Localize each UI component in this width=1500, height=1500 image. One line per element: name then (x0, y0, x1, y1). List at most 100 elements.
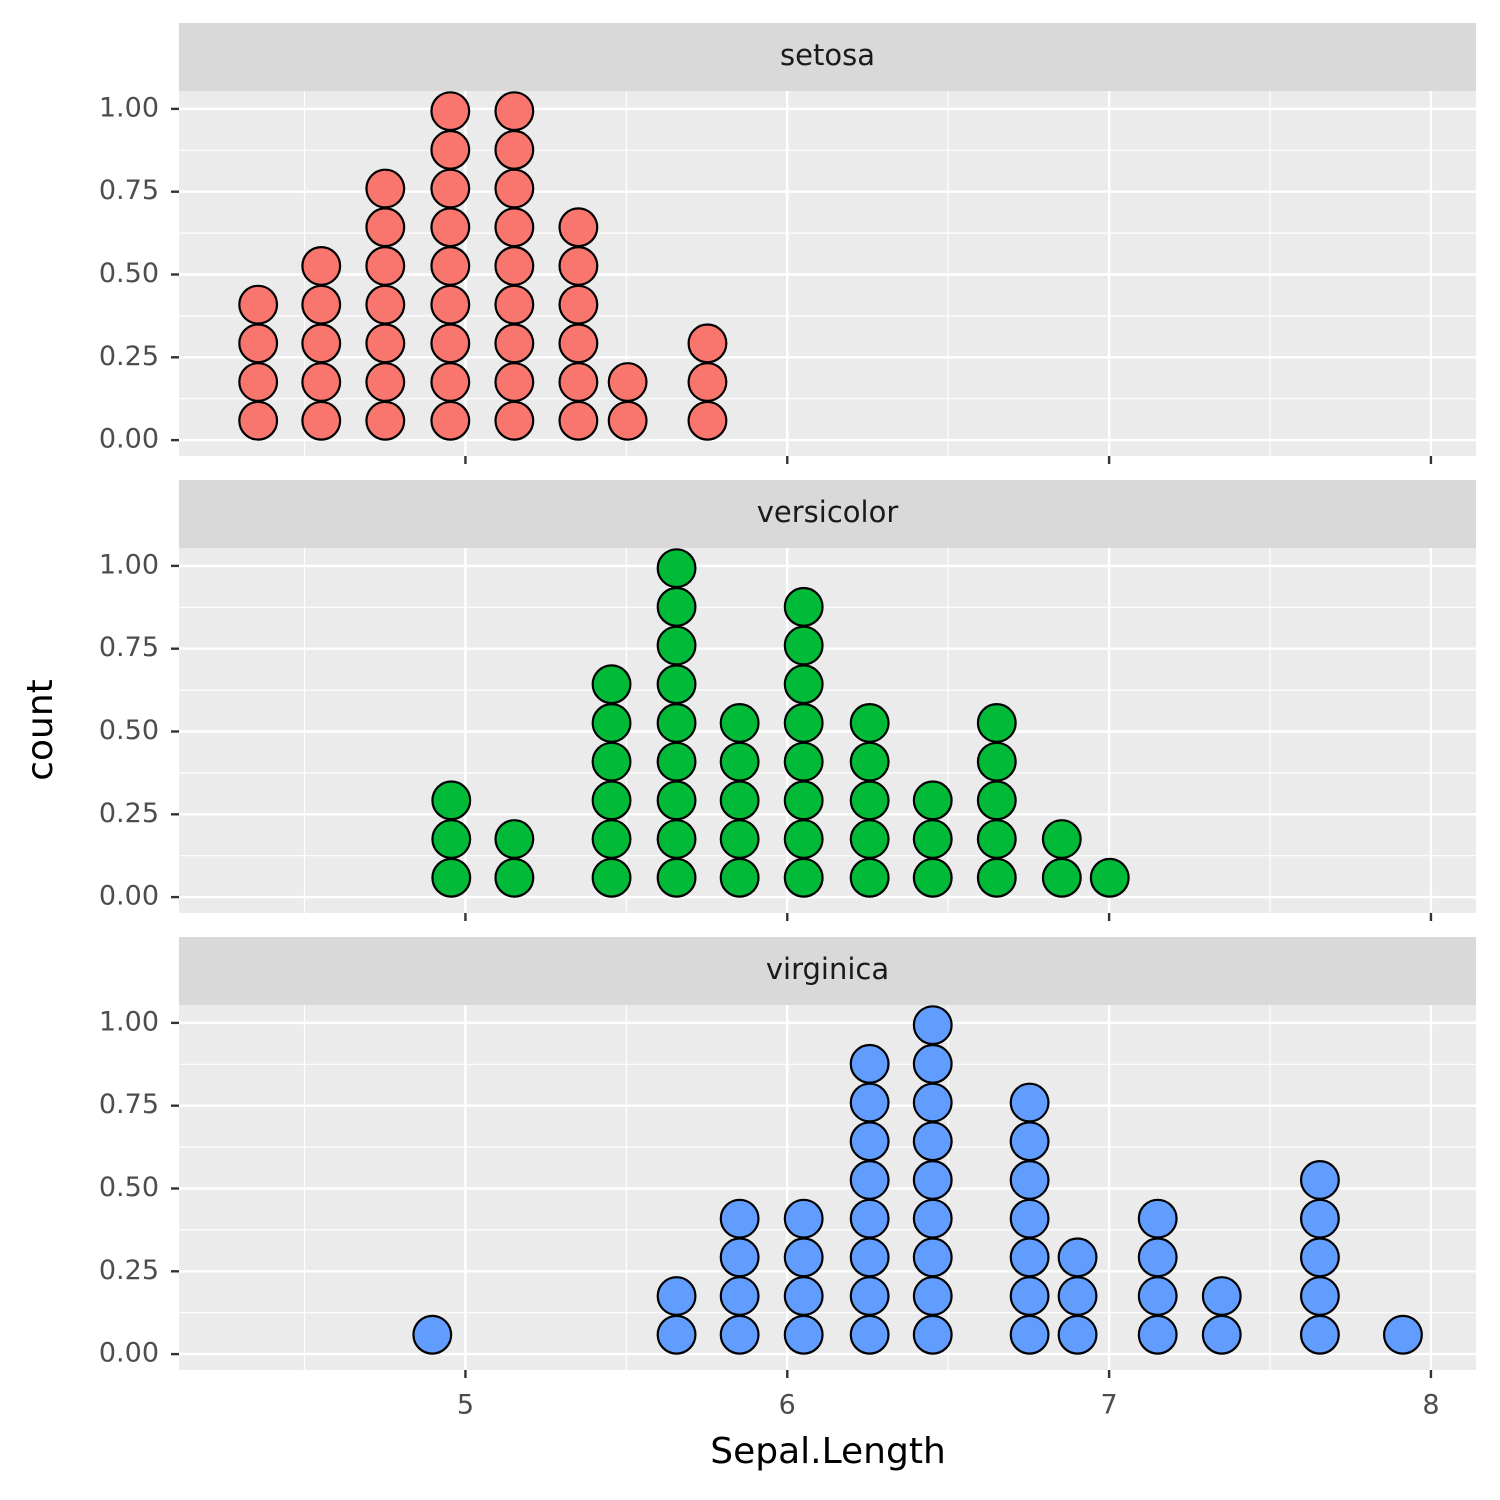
strip-label: setosa (780, 38, 875, 72)
dot (783, 857, 824, 898)
dot (912, 1121, 953, 1162)
dot (849, 1276, 890, 1317)
dot (687, 323, 728, 364)
dot (591, 703, 632, 743)
y-tick-label: 1.00 (99, 92, 159, 123)
dot (1009, 1276, 1050, 1317)
dot (1299, 1276, 1340, 1317)
dot (849, 819, 890, 860)
dot (783, 819, 824, 860)
y-tick-label: 0.25 (99, 341, 159, 372)
dot (431, 857, 472, 898)
x-tick-label: 5 (457, 1390, 474, 1421)
dot (912, 1314, 953, 1355)
dot (719, 1314, 760, 1355)
dot (365, 362, 406, 403)
dot (976, 703, 1017, 743)
dot (430, 246, 471, 286)
dot (912, 1005, 953, 1046)
strip-label: virginica (766, 952, 889, 986)
dot (719, 819, 760, 860)
dot (1137, 1198, 1178, 1239)
dot (656, 780, 697, 821)
dot (430, 168, 471, 209)
dot (656, 857, 697, 898)
dot (1137, 1314, 1178, 1355)
dot (494, 129, 535, 170)
y-tick-label: 0.00 (99, 1338, 159, 1369)
dot (1009, 1121, 1050, 1162)
dot (912, 1160, 953, 1200)
strip (179, 23, 1476, 91)
dot (783, 664, 824, 705)
dot (656, 586, 697, 627)
dot (591, 819, 632, 860)
dot (238, 362, 279, 403)
dot (494, 246, 535, 286)
dot (849, 857, 890, 898)
x-tick-label: 8 (1422, 1390, 1439, 1421)
dot (1137, 1237, 1178, 1278)
dot (976, 780, 1017, 821)
strip-label: versicolor (757, 495, 899, 529)
dot (1009, 1237, 1050, 1278)
dot (719, 741, 760, 782)
y-tick-label: 0.75 (99, 175, 159, 206)
dot (976, 819, 1017, 860)
x-tick-label: 6 (779, 1390, 796, 1421)
dot (365, 323, 406, 364)
dot (494, 819, 535, 860)
dot (238, 323, 279, 364)
dot (558, 284, 599, 325)
strip (179, 937, 1476, 1005)
dot (591, 741, 632, 782)
y-tick-label: 1.00 (99, 1006, 159, 1037)
y-tick-label: 0.25 (99, 1255, 159, 1286)
dot (494, 362, 535, 403)
dot (365, 246, 406, 286)
dot (558, 207, 599, 248)
dot (783, 1314, 824, 1355)
dot (849, 1121, 890, 1162)
dot (430, 207, 471, 248)
strip (179, 480, 1476, 548)
dot (1299, 1198, 1340, 1239)
dot (238, 400, 279, 441)
dot (430, 91, 471, 132)
dot (976, 857, 1017, 898)
dot (1299, 1237, 1340, 1278)
dot (301, 323, 342, 364)
dot (783, 780, 824, 821)
dot (301, 284, 342, 325)
dot (783, 1198, 824, 1239)
dot (1057, 1237, 1098, 1278)
dot (494, 91, 535, 132)
dot (301, 246, 342, 286)
dot (656, 664, 697, 705)
dot (1089, 857, 1130, 898)
dot (849, 1082, 890, 1123)
dot (719, 1237, 760, 1278)
y-tick-label: 0.75 (99, 632, 159, 663)
dot (494, 857, 535, 898)
dot (783, 625, 824, 666)
y-tick-label: 0.00 (99, 424, 159, 455)
dot (912, 1198, 953, 1239)
dot (719, 780, 760, 821)
dot (719, 703, 760, 743)
dot (430, 400, 471, 441)
dot (849, 1043, 890, 1084)
dot (494, 400, 535, 441)
dot (1009, 1160, 1050, 1200)
dot (494, 168, 535, 209)
dot (365, 168, 406, 209)
dot (365, 207, 406, 248)
dot (849, 780, 890, 821)
dot (412, 1314, 453, 1355)
dot (1201, 1314, 1242, 1355)
dot (607, 362, 648, 403)
y-tick-label: 0.50 (99, 715, 159, 746)
x-axis-title: Sepal.Length (710, 1431, 946, 1472)
dot (849, 1237, 890, 1278)
